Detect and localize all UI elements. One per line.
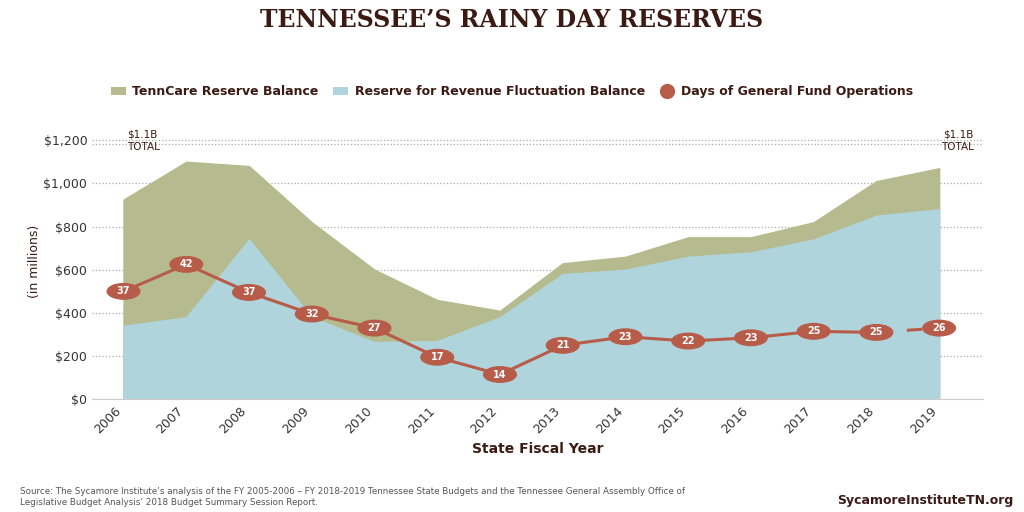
- Ellipse shape: [923, 321, 955, 336]
- Ellipse shape: [170, 257, 203, 272]
- Text: 21: 21: [556, 340, 569, 350]
- Text: 25: 25: [869, 327, 883, 337]
- Ellipse shape: [547, 337, 579, 353]
- Text: 14: 14: [494, 370, 507, 379]
- Text: 26: 26: [933, 323, 946, 333]
- Text: 42: 42: [179, 260, 193, 269]
- Text: 22: 22: [681, 336, 695, 346]
- Text: 37: 37: [117, 286, 130, 296]
- Ellipse shape: [672, 333, 705, 349]
- Ellipse shape: [296, 306, 328, 322]
- Text: 32: 32: [305, 309, 318, 319]
- Ellipse shape: [860, 325, 893, 340]
- Y-axis label: (in millions): (in millions): [28, 224, 41, 298]
- Ellipse shape: [421, 350, 454, 365]
- Ellipse shape: [483, 367, 516, 382]
- Legend: TennCare Reserve Balance, Reserve for Revenue Fluctuation Balance, Days of Gener: TennCare Reserve Balance, Reserve for Re…: [105, 80, 919, 103]
- Text: SycamoreInstituteTN.org: SycamoreInstituteTN.org: [838, 494, 1014, 507]
- Ellipse shape: [609, 329, 642, 345]
- Ellipse shape: [358, 321, 391, 336]
- Text: TENNESSEE’S RAINY DAY RESERVES: TENNESSEE’S RAINY DAY RESERVES: [260, 8, 764, 32]
- Text: Source: The Sycamore Institute’s analysis of the FY 2005-2006 – FY 2018-2019 Ten: Source: The Sycamore Institute’s analysi…: [20, 487, 685, 507]
- Text: 23: 23: [744, 333, 758, 343]
- Ellipse shape: [232, 285, 265, 300]
- Text: $1.1B
TOTAL: $1.1B TOTAL: [127, 130, 160, 152]
- Text: 27: 27: [368, 323, 381, 333]
- Ellipse shape: [108, 284, 140, 299]
- Text: $1.1B
TOTAL: $1.1B TOTAL: [941, 130, 974, 152]
- Ellipse shape: [734, 330, 767, 346]
- Text: 25: 25: [807, 326, 820, 336]
- Text: 37: 37: [243, 287, 256, 297]
- Ellipse shape: [798, 324, 830, 339]
- X-axis label: State Fiscal Year: State Fiscal Year: [472, 441, 603, 456]
- Text: 17: 17: [430, 352, 444, 362]
- Text: 23: 23: [618, 332, 632, 342]
